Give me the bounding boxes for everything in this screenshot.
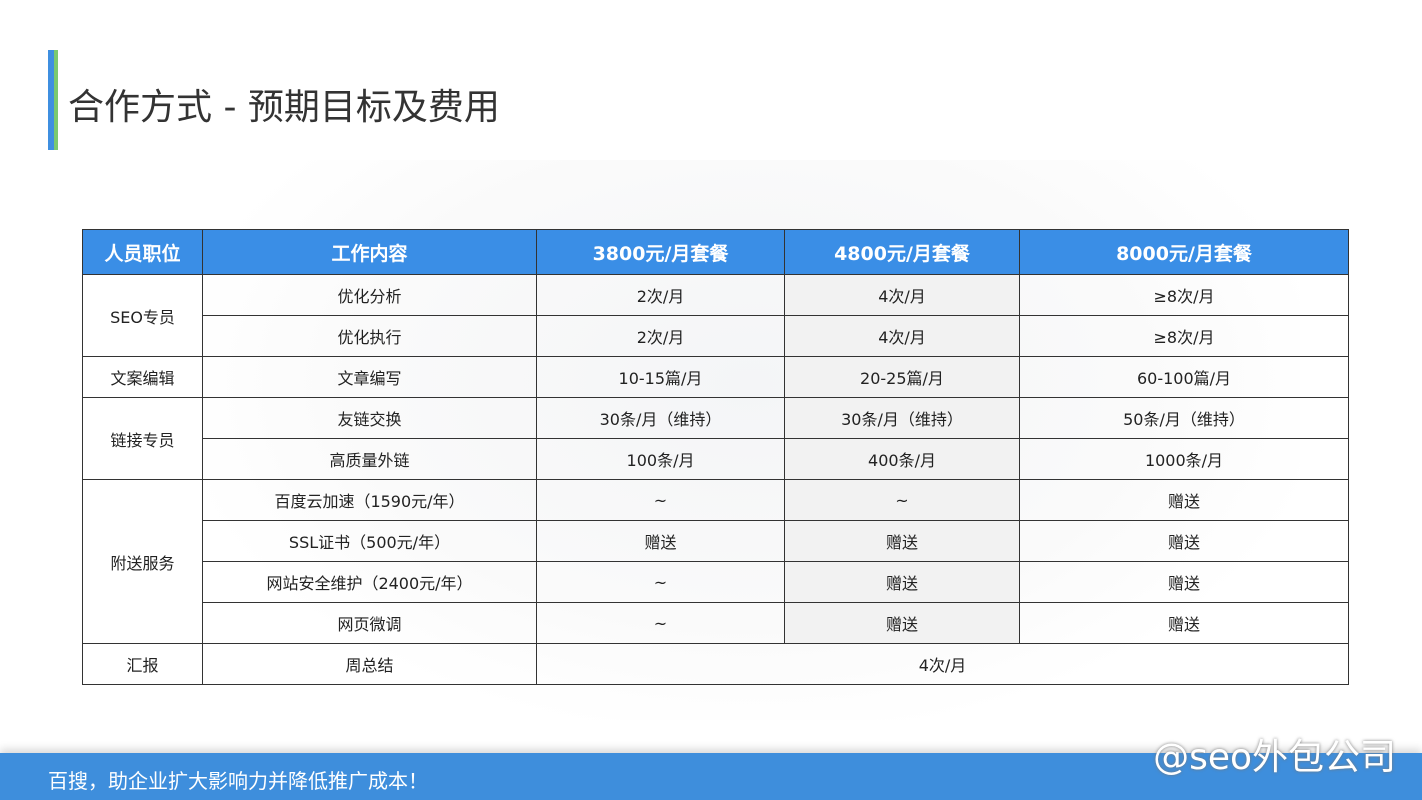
role-cell: 文案编辑 [82,356,203,398]
pricing-table: 人员职位 工作内容 3800元/月套餐 4800元/月套餐 8000元/月套餐 … [82,229,1349,685]
watermark: @seo外包公司 [1153,737,1396,778]
table-row: 优化执行 2次/月 4次/月 ≥8次/月 [83,315,1349,357]
table-row: SSL证书（500元/年） 赠送 赠送 赠送 [83,520,1349,562]
value-cell: ~ [536,479,785,521]
value-cell: ~ [784,479,1020,521]
value-cell: 60-100篇/月 [1019,356,1349,398]
table-row: 文案编辑 文章编写 10-15篇/月 20-25篇/月 60-100篇/月 [82,356,1349,398]
value-cell: 100条/月 [536,438,785,480]
task-cell: 高质量外链 [202,438,537,480]
role-cell: 附送服务 [82,479,203,644]
value-cell: 30条/月（维持） [784,397,1020,439]
role-cell: 汇报 [82,643,203,685]
value-cell: ~ [536,561,785,603]
table-row: 高质量外链 100条/月 400条/月 1000条/月 [83,438,1349,480]
value-cell: 10-15篇/月 [536,356,785,398]
footer-slogan: 百搜，助企业扩大影响力并降低推广成本！ [48,769,428,793]
value-cell: 50条/月（维持） [1019,397,1349,439]
value-cell: ≥8次/月 [1019,315,1349,357]
value-cell: 20-25篇/月 [784,356,1020,398]
value-cell: 2次/月 [536,315,785,357]
table-row: 网页微调 ~ 赠送 赠送 [83,602,1349,644]
task-cell: 文章编写 [202,356,537,398]
task-cell: 友链交换 [202,397,537,439]
table-row: 汇报 周总结 4次/月 [82,643,1349,685]
table-row: 链接专员 友链交换 30条/月（维持） 30条/月（维持） 50条/月（维持） [82,397,1349,480]
table-header-row: 人员职位 工作内容 3800元/月套餐 4800元/月套餐 8000元/月套餐 [82,229,1349,275]
header-cell: 人员职位 [82,229,203,275]
header-cell: 3800元/月套餐 [536,229,785,275]
value-cell: 4次/月 [784,315,1020,357]
task-cell: 周总结 [202,643,537,685]
value-cell: 30条/月（维持） [536,397,785,439]
table-row: 附送服务 百度云加速（1590元/年） ~ ~ 赠送 [82,479,1349,644]
task-cell: 百度云加速（1590元/年） [202,479,537,521]
value-cell: ≥8次/月 [1019,274,1349,316]
task-cell: SSL证书（500元/年） [202,520,537,562]
task-cell: 优化分析 [202,274,537,316]
value-cell: 4次/月 [536,643,1349,685]
title-accent-bar [48,50,58,150]
header-cell: 8000元/月套餐 [1019,229,1349,275]
value-cell: 赠送 [1019,479,1349,521]
value-cell: ~ [536,602,785,644]
role-cell: SEO专员 [82,274,203,357]
role-cell: 链接专员 [82,397,203,480]
value-cell: 赠送 [1019,520,1349,562]
task-cell: 优化执行 [202,315,537,357]
table-row: 网站安全维护（2400元/年） ~ 赠送 赠送 [83,561,1349,603]
page-title: 合作方式 - 预期目标及费用 [68,87,500,128]
task-cell: 网站安全维护（2400元/年） [202,561,537,603]
value-cell: 4次/月 [784,274,1020,316]
value-cell: 赠送 [784,602,1020,644]
task-cell: 网页微调 [202,602,537,644]
value-cell: 赠送 [1019,561,1349,603]
value-cell: 2次/月 [536,274,785,316]
header-cell: 4800元/月套餐 [784,229,1020,275]
value-cell: 赠送 [784,561,1020,603]
value-cell: 400条/月 [784,438,1020,480]
header-cell: 工作内容 [202,229,537,275]
value-cell: 1000条/月 [1019,438,1349,480]
table-row: SEO专员 优化分析 2次/月 4次/月 ≥8次/月 [82,274,1349,357]
value-cell: 赠送 [784,520,1020,562]
footer-bar: 百搜，助企业扩大影响力并降低推广成本！ [0,753,1422,800]
value-cell: 赠送 [536,520,785,562]
value-cell: 赠送 [1019,602,1349,644]
